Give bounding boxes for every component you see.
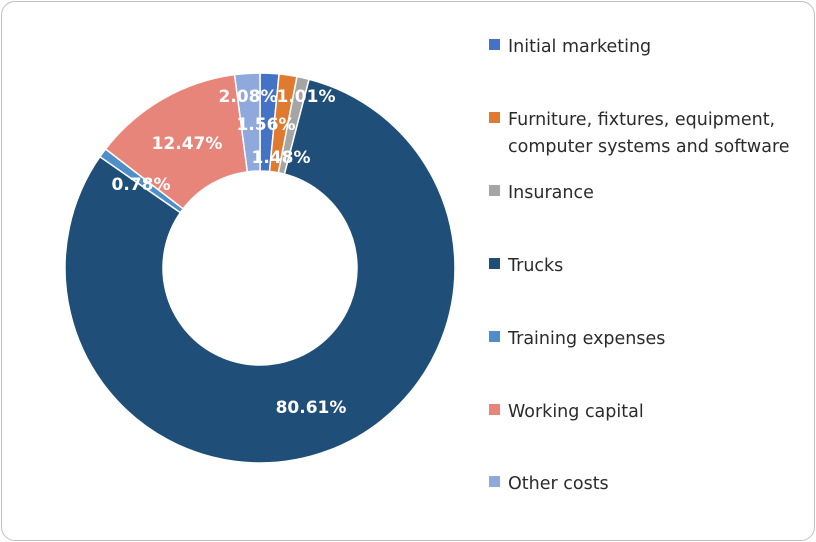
legend-label: Furniture, fixtures, equipment, computer… [508, 110, 790, 157]
legend-label: Trucks [508, 256, 564, 276]
legend-swatch [489, 331, 500, 342]
donut-slice-3 [64, 78, 456, 464]
legend-swatch [489, 112, 500, 123]
legend-item-training-expenses: Training expenses [489, 326, 665, 353]
legend-label: Training expenses [508, 329, 666, 349]
legend-item-insurance: Insurance [489, 180, 594, 207]
legend-item-initial-marketing: Initial marketing [489, 34, 651, 61]
donut-slice-6 [233, 72, 261, 173]
data-label-2: 1.01% [277, 87, 336, 107]
legend-label: Other costs [508, 474, 609, 494]
data-label-0: 1.56% [237, 115, 296, 135]
legend-label: Insurance [508, 183, 594, 203]
legend: Initial marketing Furniture, fixtures, e… [489, 0, 814, 540]
data-label-1: 1.48% [252, 148, 311, 168]
legend-swatch [489, 476, 500, 487]
data-label-group: 1.56% 1.48% 1.01% 80.61% 0.78% 12.47% 2.08% [112, 87, 347, 418]
legend-swatch [489, 258, 500, 269]
legend-item-trucks: Trucks [489, 253, 563, 280]
legend-swatch [489, 404, 500, 415]
data-label-3: 80.61% [276, 398, 347, 418]
legend-item-working-capital: Working capital [489, 399, 644, 426]
slice-group [64, 72, 456, 464]
legend-swatch [489, 39, 500, 50]
legend-item-other-costs: Other costs [489, 471, 609, 498]
legend-label: Working capital [508, 402, 644, 422]
data-label-6: 2.08% [219, 87, 278, 107]
legend-swatch [489, 185, 500, 196]
legend-label: Initial marketing [508, 37, 652, 57]
legend-item-furniture: Furniture, fixtures, equipment, computer… [489, 107, 808, 161]
data-label-4: 0.78% [112, 175, 171, 195]
data-label-5: 12.47% [152, 134, 223, 154]
